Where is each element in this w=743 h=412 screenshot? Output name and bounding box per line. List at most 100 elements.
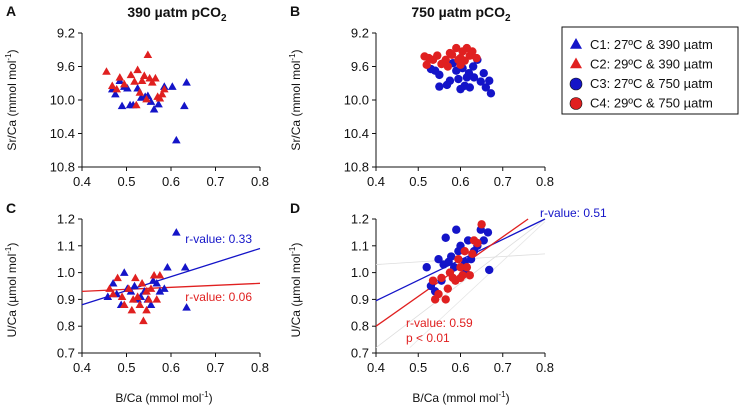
data-point-circle [456,273,465,283]
x-tick-label: 0.7 [494,174,512,189]
legend-label: C1: 27ºC & 390 µatm [590,37,713,52]
data-point-circle [460,246,469,256]
fit-label: r-value: 0.51 [540,206,607,220]
panel-b: 0.4 0.5 0.6 0.7 0.8 9.2 9.6 10.0 10.4 10.8 [344,26,554,190]
data-point-triangle [107,81,117,89]
data-point-circle [483,228,493,237]
xlabel-panel-d: B/Ca (mmol mol-1) [412,390,509,405]
x-tick-label: 0.8 [536,360,554,375]
data-point-triangle [151,73,160,82]
data-point-triangle [155,270,165,279]
data-point-circle [441,55,450,64]
y-tick-label: 10.4 [344,126,369,141]
legend-marker-triangle [570,38,582,49]
data-point-circle [443,284,453,293]
x-tick-label: 0.5 [117,360,135,375]
y-tick-label: 1.0 [57,265,75,280]
data-point-triangle [117,292,127,300]
title-panel-b: 750 µatm pCO2 [411,4,511,24]
y-tick-label: 0.7 [57,346,75,361]
data-point-triangle [154,99,163,108]
fit-label: r-value: 0.06 [185,290,252,304]
data-point-triangle [115,73,125,81]
data-point-triangle [182,78,191,86]
data-point-circle [473,238,482,248]
fit-label: r-value: 0.59 [406,316,473,330]
y-tick-label: 10.8 [50,160,75,175]
x-tick-label: 0.7 [206,174,224,189]
x-tick-label: 0.4 [73,174,91,189]
data-point-triangle [155,94,165,102]
legend-label: C3: 27ºC & 750 µatm [590,76,713,91]
data-point-triangle [146,97,156,105]
ylabel-panel-a: Sr/Ca (mmol mol-1) [4,49,19,150]
data-point-triangle [149,270,159,279]
data-point-triangle [137,76,147,84]
x-tick-label: 0.5 [117,174,135,189]
panel-d: 0.4 0.5 0.6 0.7 0.8 0.7 0.8 0.9 1.0 1.1 1.2 r-value… [351,206,607,375]
data-point-triangle [108,289,118,298]
x-tick-label: 0.6 [451,360,469,375]
legend-label: C4: 29ºC & 750 µatm [590,96,713,111]
data-point-circle [479,69,488,78]
data-point-circle [437,273,446,283]
x-tick-label: 0.5 [409,360,427,375]
legend-label: C2: 29ºC & 390 µatm [590,57,713,72]
data-point-triangle [160,84,169,93]
x-tick-label: 0.7 [494,360,512,375]
data-point-triangle [148,78,157,86]
legend-marker-circle [569,97,583,110]
legend-box [561,26,739,115]
y-tick-label: 0.7 [351,346,369,361]
x-tick-label: 0.4 [367,174,385,189]
data-point-circle [485,265,494,275]
data-point-circle [454,74,463,84]
data-point-triangle [117,101,127,110]
data-point-triangle [119,300,129,308]
data-point-circle [481,83,491,92]
y-tick-label: 10.0 [344,93,369,108]
data-point-triangle [140,71,149,79]
data-point-triangle [168,82,177,90]
x-tick-label: 0.6 [162,174,180,189]
y-tick-label: 9.6 [57,59,75,74]
data-point-circle [456,263,465,272]
data-point-triangle [131,100,141,109]
data-point-circle [433,51,442,60]
fit-label: r-value: 0.33 [185,232,252,246]
data-point-circle [468,47,477,56]
data-point-circle [441,295,450,304]
y-tick-label: 10.8 [344,160,369,175]
data-point-triangle [119,268,129,276]
x-tick-label: 0.4 [73,360,91,375]
data-point-triangle [152,279,162,287]
x-tick-label: 0.4 [367,360,385,375]
x-tick-label: 0.8 [536,174,554,189]
x-tick-label: 0.8 [251,360,269,375]
data-point-triangle [146,300,156,308]
data-point-circle [452,66,461,75]
data-point-triangle [133,65,142,74]
y-tick-label: 9.2 [57,26,75,41]
data-point-triangle [172,135,181,144]
xlabel-panel-c: B/Ca (mmol mol-1) [115,390,212,405]
data-point-triangle [113,273,122,282]
data-point-triangle [155,287,165,295]
data-point-triangle [127,305,137,314]
data-point-triangle [146,284,156,292]
panel-letter-d: D [290,200,300,216]
y-tick-label: 0.9 [351,292,369,307]
data-point-triangle [124,284,134,292]
data-point-circle [428,276,438,285]
data-point-triangle [108,279,118,287]
y-tick-label: 0.9 [57,292,75,307]
data-point-circle [468,249,477,259]
fit-label-p: p < 0.01 [406,331,450,345]
legend-marker-circle [569,77,583,91]
data-point-circle [485,76,494,85]
data-point-triangle [112,84,122,93]
legend: C1: 27ºC & 390 µatm C2: 29ºC & 390 µatm C3… [561,26,739,115]
confidence-line [409,221,546,348]
data-point-triangle [131,273,140,282]
